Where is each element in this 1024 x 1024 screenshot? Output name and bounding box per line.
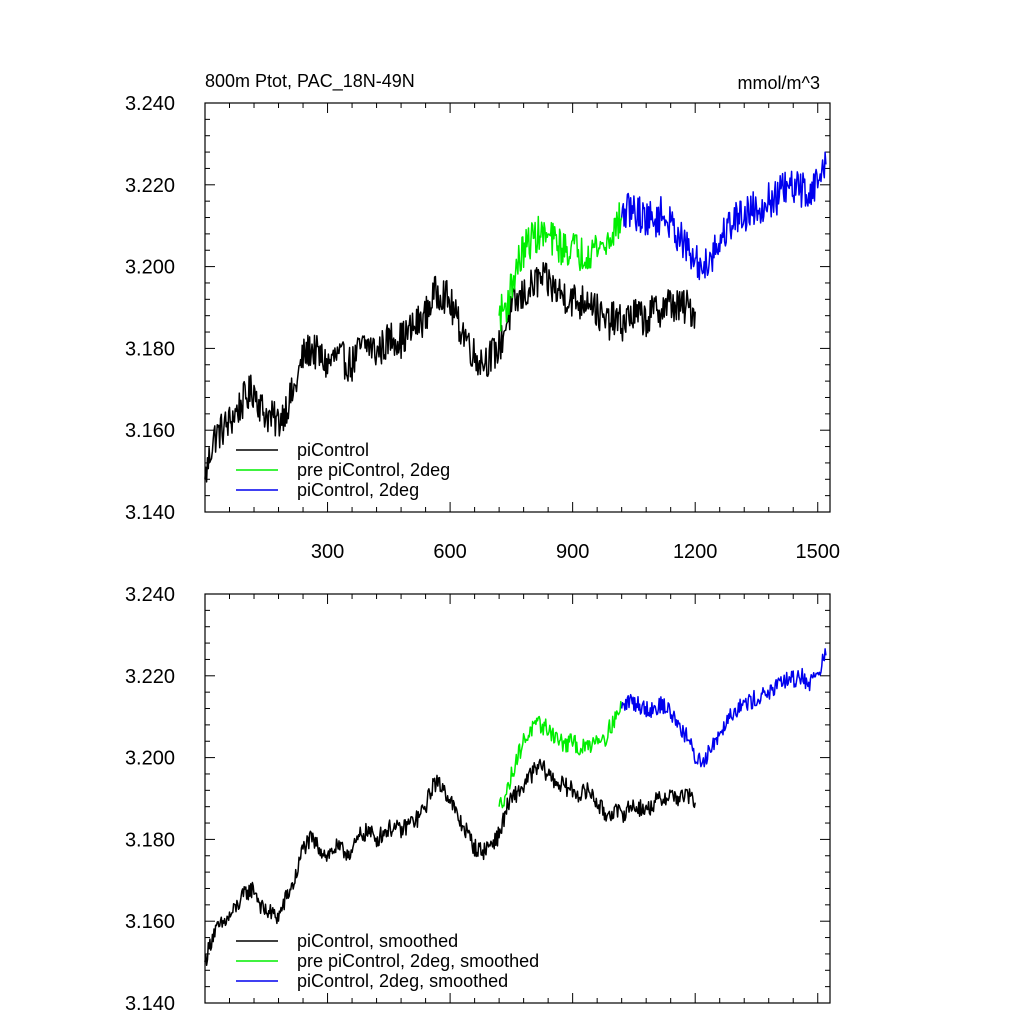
y-tick-label: 3.140	[125, 993, 175, 1015]
y-tick-label: 3.160	[125, 420, 175, 442]
series-line	[620, 648, 827, 768]
x-tick-label: 1200	[673, 541, 718, 563]
series-line	[204, 262, 696, 483]
series-line	[204, 758, 696, 967]
chart-panel-2: 3.140 3.160 3.180 3.200 3.220 3.240 piControl,…	[125, 584, 831, 1015]
legend-label: piControl	[297, 440, 369, 460]
legend-label: piControl, 2deg	[297, 480, 419, 500]
y-tick-label: 3.240	[125, 584, 175, 606]
x-tick-label: 1500	[795, 541, 840, 563]
y-tick-label: 3.200	[125, 257, 175, 279]
plot-frame	[204, 593, 831, 1004]
legend-label: pre piControl, 2deg, smoothed	[297, 951, 539, 971]
legend-label: piControl, 2deg, smoothed	[297, 971, 508, 991]
x-tick-label: 300	[311, 541, 344, 563]
y-tick-label: 3.220	[125, 175, 175, 197]
y-tick-label: 3.180	[125, 829, 175, 851]
y-tick-label: 3.140	[125, 502, 175, 524]
y-tick-label: 3.220	[125, 666, 175, 688]
y-tick-label: 3.160	[125, 911, 175, 933]
x-tick-label: 600	[433, 541, 466, 563]
y-tick-label: 3.180	[125, 338, 175, 360]
y-tick-label: 3.240	[125, 93, 175, 115]
y-tick-label: 3.200	[125, 748, 175, 770]
units-label: mmol/m^3	[738, 73, 820, 93]
series-line	[498, 700, 623, 809]
plot-frame	[204, 102, 831, 513]
series-line	[620, 151, 827, 281]
x-tick-label: 900	[556, 541, 589, 563]
chart-title: 800m Ptot, PAC_18N-49N	[205, 71, 415, 92]
legend-label: piControl, smoothed	[297, 931, 458, 951]
legend-label: pre piControl, 2deg	[297, 460, 450, 480]
series-line	[498, 202, 623, 332]
chart-panel-1: 300 600 900 1200 1500 3.140 3.160 3.180 3.200 3.2…	[125, 71, 840, 563]
